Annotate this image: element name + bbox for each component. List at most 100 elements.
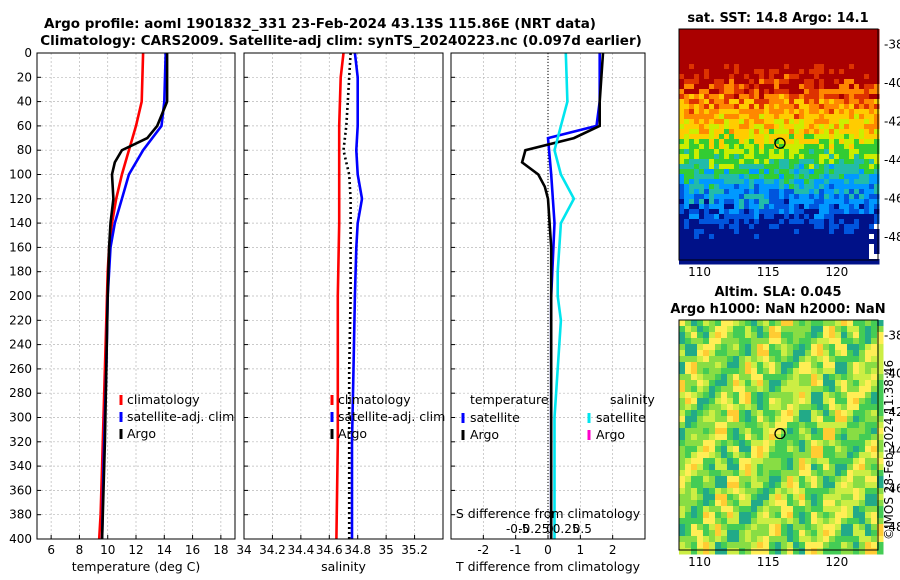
argo-position-marker [774,428,786,440]
map-frame [678,319,879,551]
x2-axis-label: S difference from climatology [456,506,641,521]
x-tick-label: 1 [577,543,585,557]
x-axis-label: temperature (deg C) [72,559,201,574]
map-y-tick-label: -42 [884,114,900,128]
y-tick-label: 240 [9,338,32,352]
series-line-argo [342,52,352,539]
map-y-tick-label: -42 [884,405,900,419]
y-tick-label: 200 [9,289,32,303]
y-tick-label: 320 [9,435,32,449]
x-tick-label: 8 [76,543,84,557]
legend-title-temperature: temperature [470,392,549,407]
x-tick-label: 34.4 [287,543,314,557]
map-x-tick-label: 115 [757,265,780,279]
x-tick-label: -1 [510,543,522,557]
x-tick-label: 34 [236,543,251,557]
sst-map-title: sat. SST: 14.8 Argo: 14.1 [687,11,868,26]
y-tick-label: 260 [9,362,32,376]
legend-label: climatology [127,392,200,407]
map-frame [678,28,879,261]
map-y-tick-label: -48 [884,230,900,244]
y-tick-label: 40 [17,95,32,109]
x-tick-label: 34.2 [259,543,286,557]
x-tick-label: 34.8 [344,543,371,557]
x-tick-label: 18 [213,543,228,557]
sla-map-panel: 110 115 120 -38 -40 -42 -44 -46 -48 [678,319,900,569]
y-tick-label: 80 [17,143,32,157]
difference-profile-panel: -2 -1 0 1 2 T difference from climatology temp… [450,52,655,574]
y-tick-label: 380 [9,508,32,522]
salinity-profile-panel: 34 34.2 34.4 34.6 34.8 35 35.2 salinity climatol… [236,52,445,574]
axes-frame [450,52,646,540]
x2-tick-label: -0.25 [518,522,549,536]
y-tick-label: 100 [9,168,32,182]
legend-label: climatology [338,392,411,407]
series-line-satellite-adj-clim [350,52,364,539]
x-tick-label: 35 [379,543,394,557]
y-tick-label: 0 [24,46,32,60]
y-tick-label: 60 [17,119,32,133]
map-y-tick-label: -44 [884,153,900,167]
y-tick-label: 160 [9,240,32,254]
y-tick-label: 140 [9,216,32,230]
x-tick-label: 14 [157,543,172,557]
legend-label: satellite-adj. clim [338,409,445,424]
title-line-1: Argo profile: aoml 1901832_331 23-Feb-20… [44,16,596,32]
y-tick-label: 340 [9,459,32,473]
x-tick-label: 0 [544,543,552,557]
legend-label: satellite [470,410,520,425]
map-x-tick-label: 110 [688,555,711,569]
legend-label: Argo [470,427,499,442]
legend-label: Argo [127,426,156,441]
y-tick-label: 180 [9,265,32,279]
legend-label: satellite [596,410,646,425]
y-tick-label: 280 [9,386,32,400]
x-tick-label: 6 [47,543,55,557]
sst-map-panel: 110 115 120 -38 -40 -42 -44 -46 -48 [678,28,900,279]
legend-label: Argo [338,426,367,441]
legend-label: Argo [596,427,625,442]
map-x-tick-label: 120 [825,265,848,279]
sla-map-title-2: Argo h1000: NaN h2000: NaN [670,302,885,317]
series-line-t-argo [520,52,605,539]
argo-position-marker [774,137,786,149]
y-tick-label: 360 [9,483,32,497]
legend-label: satellite-adj. clim [127,409,234,424]
x-tick-label: 35.2 [401,543,428,557]
title-line-2: Climatology: CARS2009. Satellite-adj cli… [40,33,642,49]
x-tick-label: 16 [185,543,200,557]
x-tick-label: 34.6 [316,543,343,557]
map-y-tick-label: -38 [884,328,900,342]
y-tick-label: 20 [17,70,32,84]
series-line-climatology [335,52,345,540]
map-y-tick-label: -38 [884,37,900,51]
axes-frame [36,52,236,540]
x-axis-label: T difference from climatology [455,559,641,574]
x2-tick-label: -0.5 [506,522,529,536]
x-tick-label: -2 [477,543,489,557]
map-y-tick-label: -40 [884,76,900,90]
map-y-tick-label: -46 [884,191,900,205]
map-x-tick-label: 115 [757,555,780,569]
sla-map-title-1: Altim. SLA: 0.045 [715,285,842,300]
map-y-tick-label: -46 [884,482,900,496]
axes-frame [243,52,444,540]
map-x-tick-label: 120 [825,555,848,569]
x-tick-label: 2 [609,543,617,557]
map-x-tick-label: 110 [688,265,711,279]
sla-heatmap-cells [679,320,884,555]
x2-tick-label: 0 [546,522,554,536]
y-tick-label: 400 [9,532,32,546]
y-tick-label: 120 [9,192,32,206]
x-axis-label: salinity [321,559,366,574]
y-tick-label: 300 [9,411,32,425]
series-line-s-satellite [553,52,576,539]
map-y-tick-label: -44 [884,443,900,457]
x2-tick-label: 0.25 [553,522,580,536]
legend-title-salinity: salinity [610,392,655,407]
sst-heatmap-cells [679,29,880,265]
x2-tick-label: 0.5 [573,522,592,536]
map-y-tick-label: -48 [884,520,900,534]
x-tick-label: 10 [100,543,115,557]
